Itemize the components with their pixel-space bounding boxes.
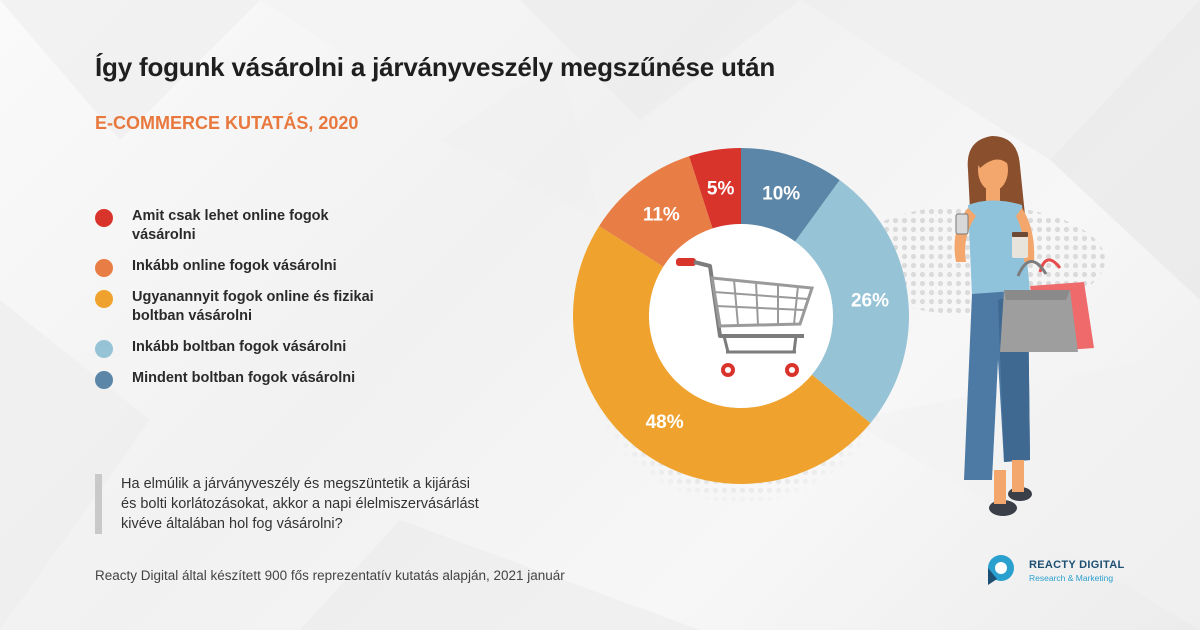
reacty-digital-logo: REACTY DIGITAL Research & Marketing bbox=[985, 553, 1125, 587]
legend-label: Inkább boltban fogok vásárolni bbox=[132, 339, 347, 355]
donut-slice-3 bbox=[795, 180, 910, 424]
legend-item: Ugyanannyit fogok online és fizikai bolt… bbox=[95, 288, 385, 326]
donut-slice-1 bbox=[599, 156, 713, 267]
logo-tagline: Research & Marketing bbox=[1029, 573, 1114, 583]
legend-swatch bbox=[95, 259, 113, 277]
source-footnote: Reacty Digital által készített 900 fős r… bbox=[95, 568, 565, 583]
legend-swatch bbox=[95, 209, 113, 227]
subtitle: E-COMMERCE KUTATÁS, 2020 bbox=[95, 113, 359, 133]
donut-slice-4 bbox=[741, 148, 840, 242]
legend-swatch bbox=[95, 371, 113, 389]
legend-swatch bbox=[95, 340, 113, 358]
legend-label: Amit csak lehet online fogok vásárolni bbox=[132, 208, 329, 243]
donut-hole bbox=[649, 224, 833, 408]
legend-item: Inkább boltban fogok vásárolni bbox=[95, 338, 385, 358]
chart-legend: Amit csak lehet online fogok vásárolni I… bbox=[95, 207, 385, 400]
donut-slice-0 bbox=[689, 148, 741, 229]
woman-shopper-illustration bbox=[954, 136, 1094, 516]
reacty-digital-logo-icon bbox=[988, 555, 1014, 585]
legend-label: Ugyanannyit fogok online és fizikai bolt… bbox=[132, 289, 374, 324]
donut-slice-2 bbox=[572, 225, 871, 485]
legend-item: Inkább online fogok vásárolni bbox=[95, 257, 385, 277]
logo-name: REACTY DIGITAL bbox=[1029, 559, 1125, 571]
shopping-cart-icon bbox=[676, 258, 815, 377]
legend-swatch bbox=[95, 290, 113, 308]
legend-item: Mindent boltban fogok vásárolni bbox=[95, 369, 385, 389]
legend-label: Inkább online fogok vásárolni bbox=[132, 258, 337, 274]
legend-label: Mindent boltban fogok vásárolni bbox=[132, 370, 356, 386]
survey-question: Ha elmúlik a járványveszély és megszünte… bbox=[95, 474, 481, 534]
legend-item: Amit csak lehet online fogok vásárolni bbox=[95, 207, 385, 245]
page-title: Így fogunk vásárolni a járványveszély me… bbox=[95, 52, 776, 82]
